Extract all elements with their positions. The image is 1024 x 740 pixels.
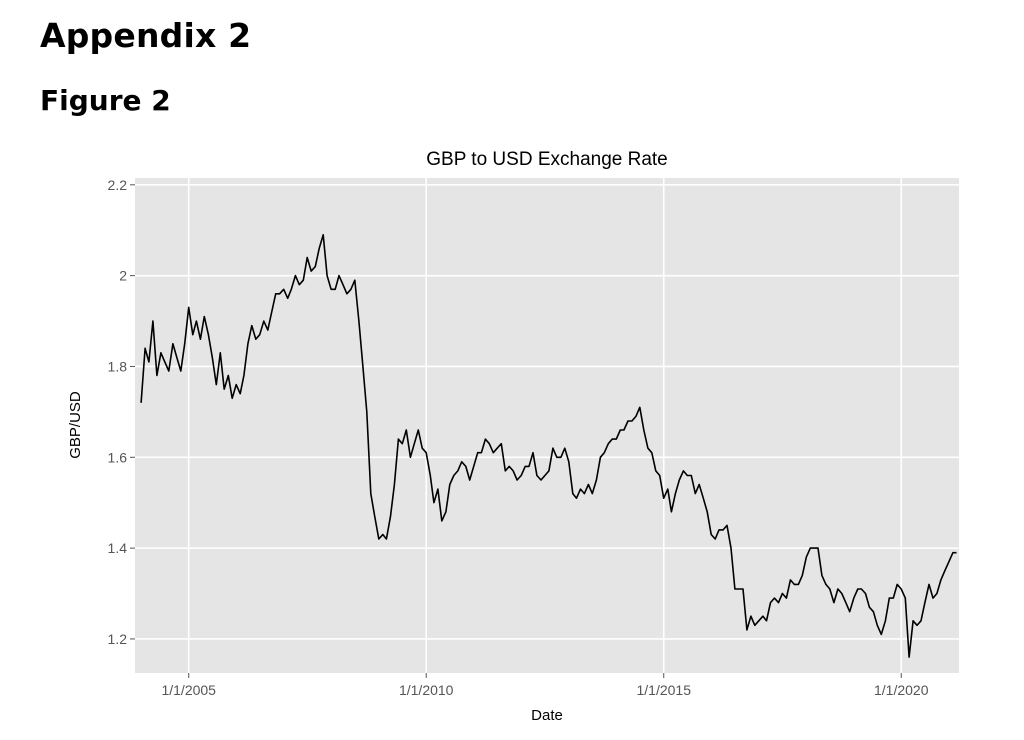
y-axis-label: GBP/USD xyxy=(67,391,84,459)
grid-lines xyxy=(135,178,959,673)
series-line xyxy=(140,234,957,658)
y-tick-label: 1.6 xyxy=(108,449,128,465)
y-tick-label: 1.2 xyxy=(108,631,128,647)
x-tick-label: 1/1/2005 xyxy=(161,682,216,698)
y-tick-label: 1.4 xyxy=(108,540,128,556)
y-tick-label: 2.2 xyxy=(108,177,128,193)
x-axis-label: Date xyxy=(531,707,563,724)
y-tick-label: 1.8 xyxy=(108,358,128,374)
appendix-heading: Appendix 2 xyxy=(40,16,252,55)
figure-heading: Figure 2 xyxy=(40,84,171,117)
x-axis: 1/1/2005 1/1/2010 1/1/2015 1/1/2020 xyxy=(161,673,929,698)
x-tick-label: 1/1/2020 xyxy=(874,682,929,698)
plot-panel xyxy=(135,178,959,673)
chart-title: GBP to USD Exchange Rate xyxy=(426,149,668,170)
x-tick-label: 1/1/2015 xyxy=(636,682,691,698)
y-axis: 1.2 1.4 1.6 1.8 2 2.2 xyxy=(108,177,135,647)
x-tick-label: 1/1/2010 xyxy=(399,682,454,698)
y-tick-label: 2 xyxy=(119,268,127,284)
